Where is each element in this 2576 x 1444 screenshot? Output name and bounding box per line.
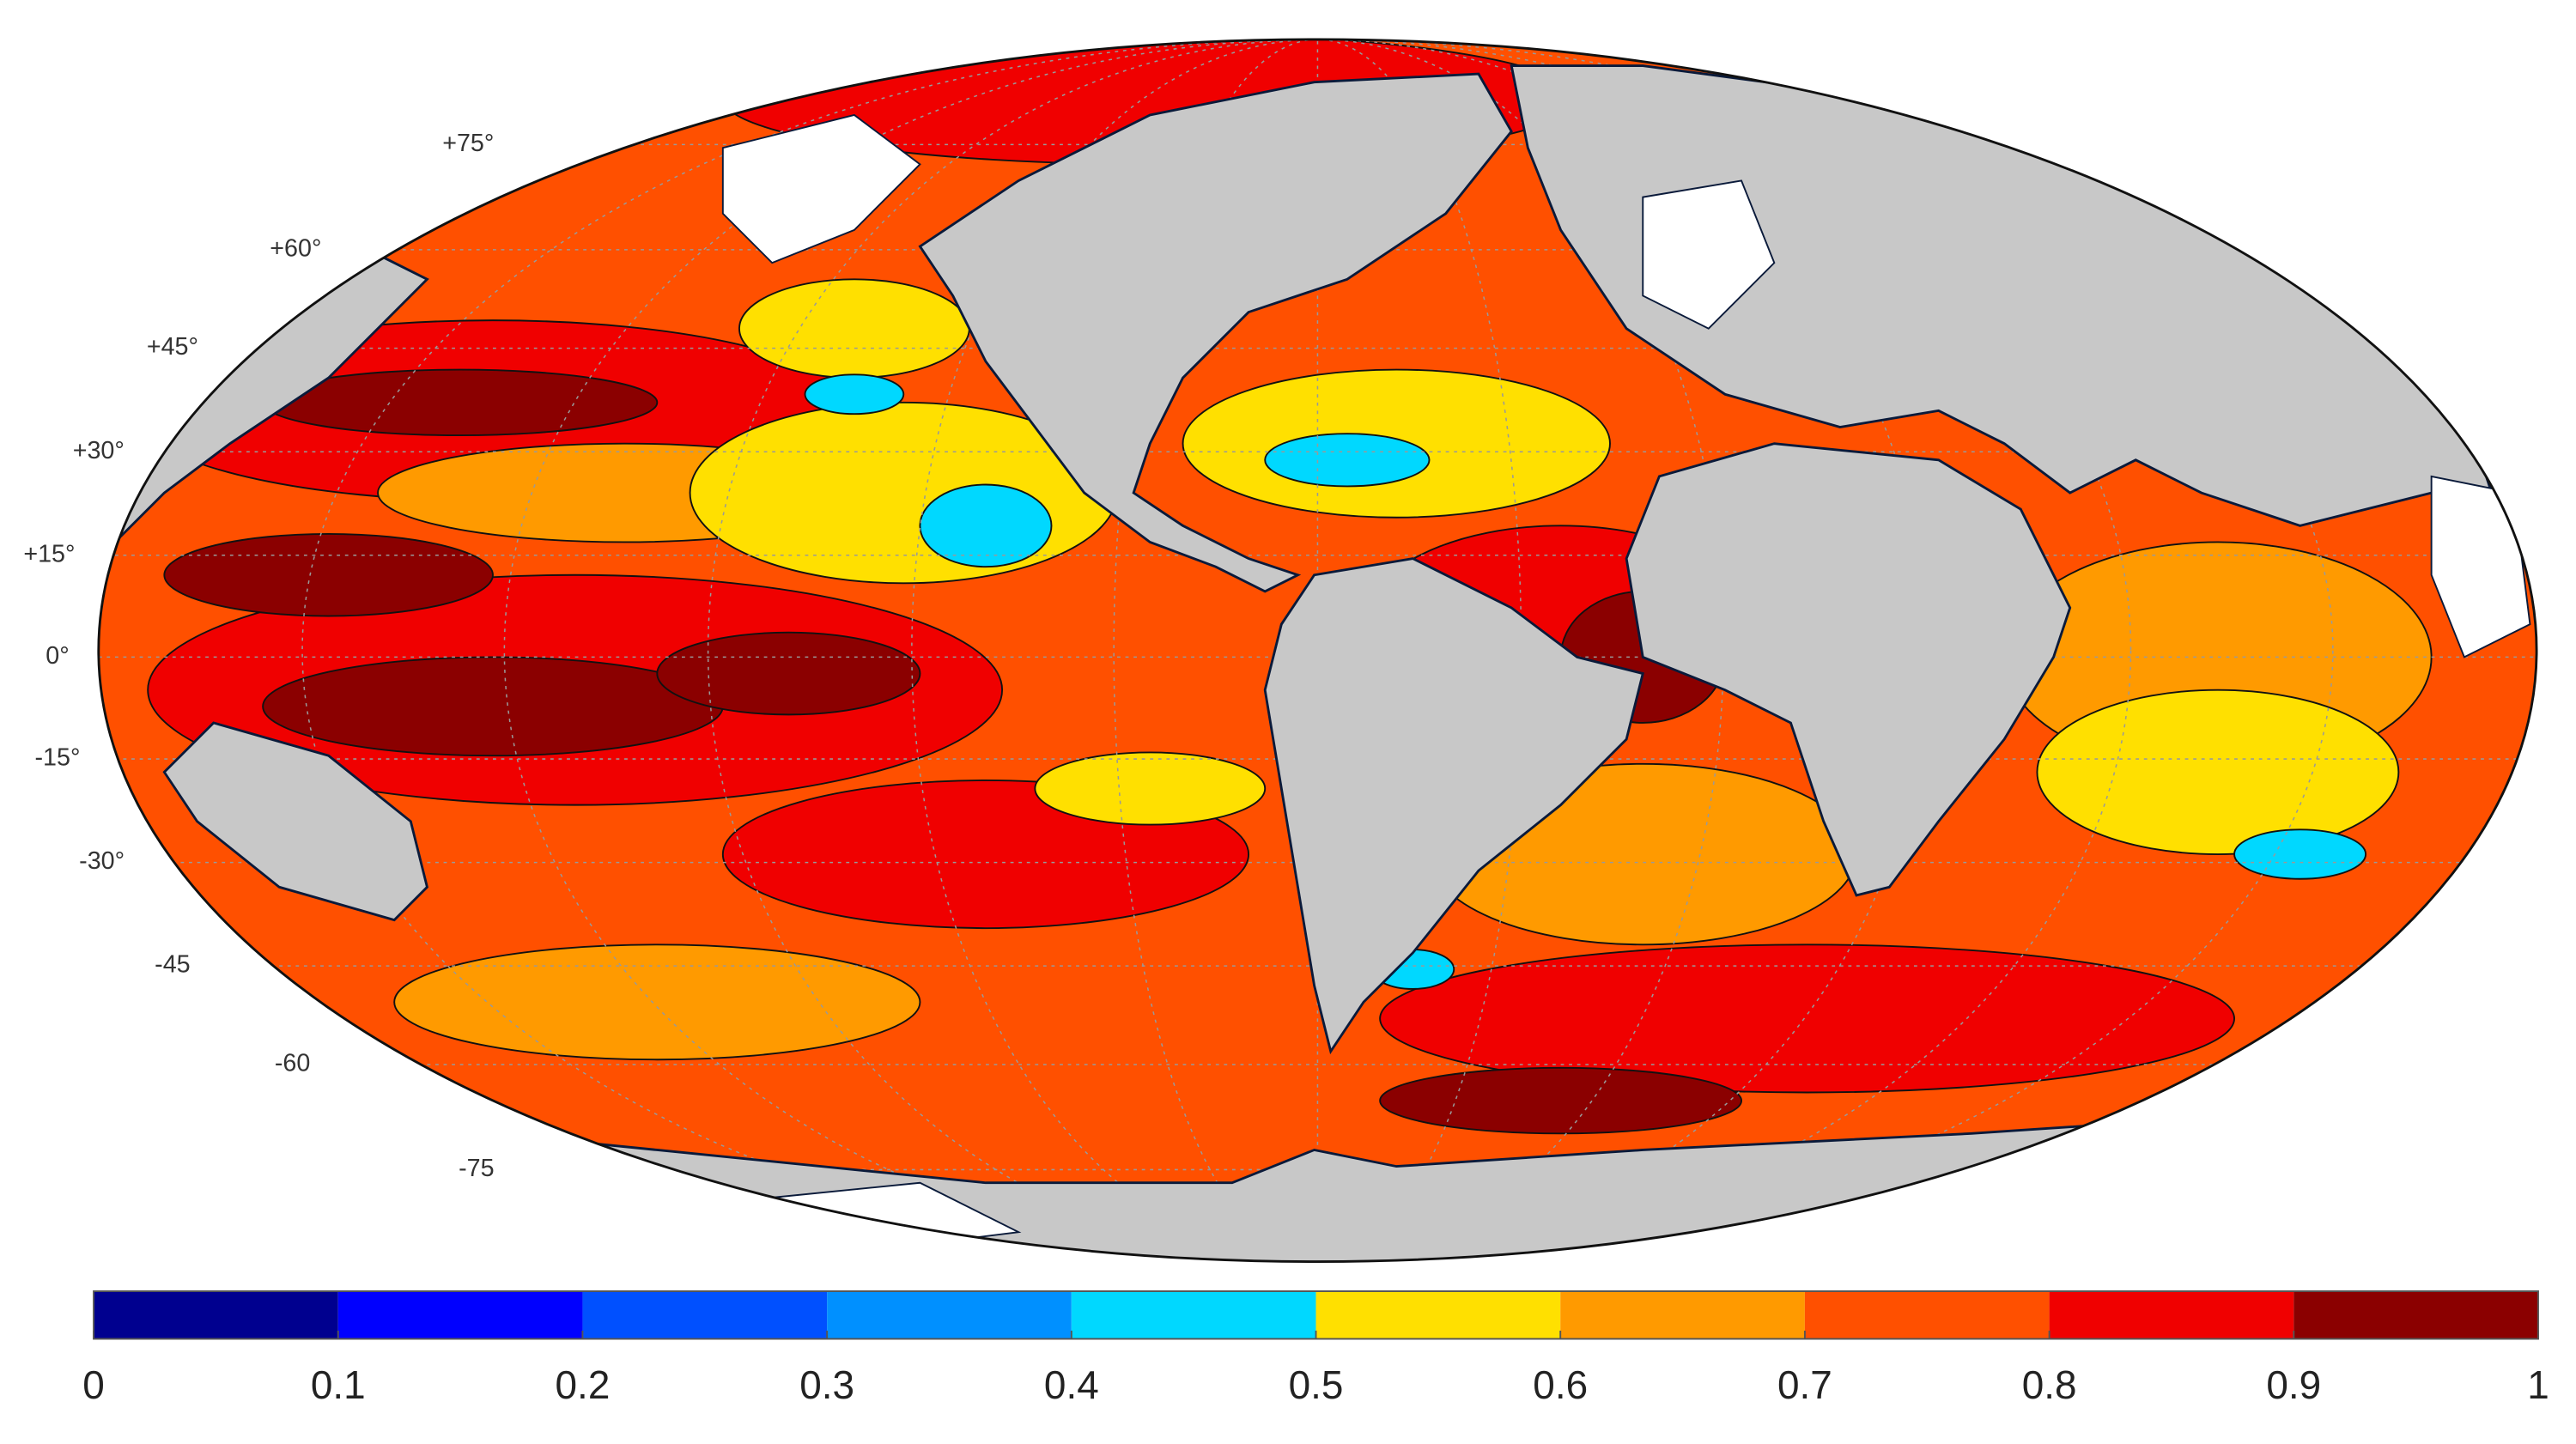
ocean-patches — [131, 39, 2433, 1135]
map-outline — [97, 38, 2538, 1264]
colorbar-tick-label: 0.4 — [1044, 1362, 1099, 1407]
latitude-labels: +75° +60° +45° +30° +15° 0° -15° -30° -4… — [23, 130, 494, 1182]
lat-label: -30° — [79, 847, 125, 875]
lat-label: +45° — [147, 333, 198, 361]
colorbar-tick-label: 0.3 — [799, 1362, 854, 1407]
colorbar-bin — [1804, 1291, 2050, 1339]
lat-label: +30° — [73, 437, 125, 464]
colorbar-bin — [827, 1291, 1072, 1339]
colorbar-bin — [1560, 1291, 1805, 1339]
colorbar-bin — [2293, 1291, 2538, 1339]
colorbar-bin — [94, 1291, 338, 1339]
lat-label: -45 — [155, 951, 190, 979]
lat-label: 0° — [46, 642, 69, 670]
colorbar-tick-label: 0.1 — [311, 1362, 366, 1407]
colorbar-bin — [337, 1291, 583, 1339]
colorbar-tick-label: 0.8 — [2022, 1362, 2077, 1407]
lat-label: -60 — [275, 1050, 310, 1077]
colorbar-tick-label: 0.5 — [1289, 1362, 1344, 1407]
ice — [721, 113, 2531, 1250]
lat-label: -75 — [459, 1155, 494, 1182]
colorbar-bin — [582, 1291, 828, 1339]
lat-label: -15° — [34, 744, 80, 772]
colorbar: 0 0.1 0.2 0.3 0.4 0.5 0.6 0.7 0.8 0.9 1 — [82, 1290, 2549, 1407]
colorbar-tick-label: 0.6 — [1533, 1362, 1588, 1407]
colorbar-tick-label: 0.9 — [2266, 1362, 2321, 1407]
lat-label: +75° — [442, 130, 494, 157]
lat-label: +15° — [23, 540, 75, 567]
colorbar-bin — [1071, 1291, 1316, 1339]
colorbar-tick-label: 1 — [2527, 1362, 2549, 1407]
colorbar-tick-label: 0.7 — [1777, 1362, 1832, 1407]
colorbar-tick-label: 0 — [82, 1362, 105, 1407]
colorbar-bin — [2049, 1291, 2294, 1339]
colorbar-tick-label: 0.2 — [556, 1362, 611, 1407]
colorbar-bin — [1315, 1291, 1561, 1339]
lat-label: +60° — [270, 234, 321, 262]
